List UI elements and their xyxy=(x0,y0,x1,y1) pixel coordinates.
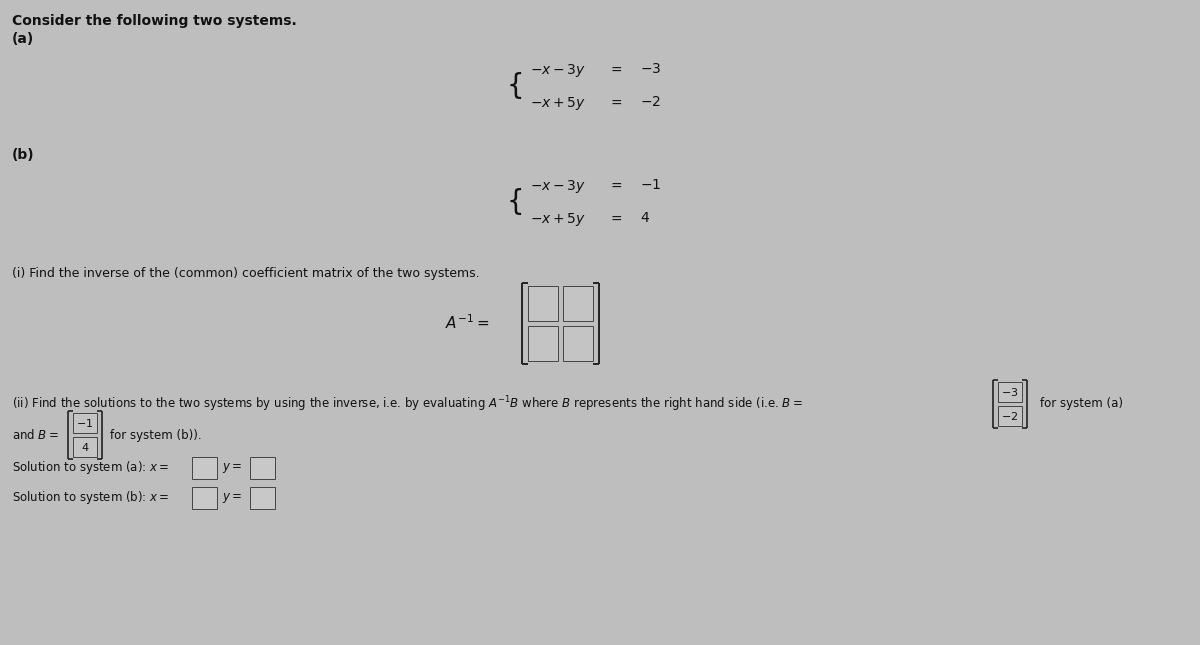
Bar xyxy=(250,487,275,509)
Bar xyxy=(563,326,593,361)
Text: $-2$: $-2$ xyxy=(1001,410,1019,422)
Text: Solution to system (a): $x =$: Solution to system (a): $x =$ xyxy=(12,459,169,477)
Text: $\{$: $\{$ xyxy=(506,70,522,101)
Text: $-2$: $-2$ xyxy=(640,95,661,109)
Text: $=$: $=$ xyxy=(607,211,623,225)
Text: $-3$: $-3$ xyxy=(640,62,661,76)
Bar xyxy=(998,406,1022,426)
Text: $-1$: $-1$ xyxy=(77,417,94,429)
Text: $-x + 5y$: $-x + 5y$ xyxy=(530,211,586,228)
Text: $-x - 3y$: $-x - 3y$ xyxy=(530,62,586,79)
Text: $=$: $=$ xyxy=(607,62,623,76)
Text: $y =$: $y =$ xyxy=(222,491,242,505)
Text: (ii) Find the solutions to the two systems by using the inverse, i.e. by evaluat: (ii) Find the solutions to the two syste… xyxy=(12,394,803,414)
Bar xyxy=(528,286,558,321)
Text: Solution to system (b): $x =$: Solution to system (b): $x =$ xyxy=(12,490,169,506)
Text: for system (b)).: for system (b)). xyxy=(110,428,202,441)
Text: $4$: $4$ xyxy=(640,211,650,225)
Bar xyxy=(192,457,217,479)
Text: $y =$: $y =$ xyxy=(222,461,242,475)
Text: $-x - 3y$: $-x - 3y$ xyxy=(530,178,586,195)
Text: $\{$: $\{$ xyxy=(506,186,522,217)
Text: $=$: $=$ xyxy=(607,95,623,109)
Text: and $B =$: and $B =$ xyxy=(12,428,59,442)
Text: Consider the following two systems.: Consider the following two systems. xyxy=(12,14,296,28)
Text: (b): (b) xyxy=(12,148,35,162)
Text: $-3$: $-3$ xyxy=(1001,386,1019,398)
Text: $4$: $4$ xyxy=(80,441,89,453)
Text: $=$: $=$ xyxy=(607,178,623,192)
Bar xyxy=(998,382,1022,402)
Text: $-x + 5y$: $-x + 5y$ xyxy=(530,95,586,112)
Text: $-1$: $-1$ xyxy=(640,178,661,192)
Bar xyxy=(528,326,558,361)
Text: (i) Find the inverse of the (common) coefficient matrix of the two systems.: (i) Find the inverse of the (common) coe… xyxy=(12,267,480,280)
Text: (a): (a) xyxy=(12,32,35,46)
Bar xyxy=(563,286,593,321)
Text: for system (a): for system (a) xyxy=(1040,397,1123,410)
Bar xyxy=(192,487,217,509)
Bar xyxy=(250,457,275,479)
Text: $A^{-1} =$: $A^{-1} =$ xyxy=(445,313,490,332)
Bar xyxy=(73,413,97,433)
Bar xyxy=(73,437,97,457)
